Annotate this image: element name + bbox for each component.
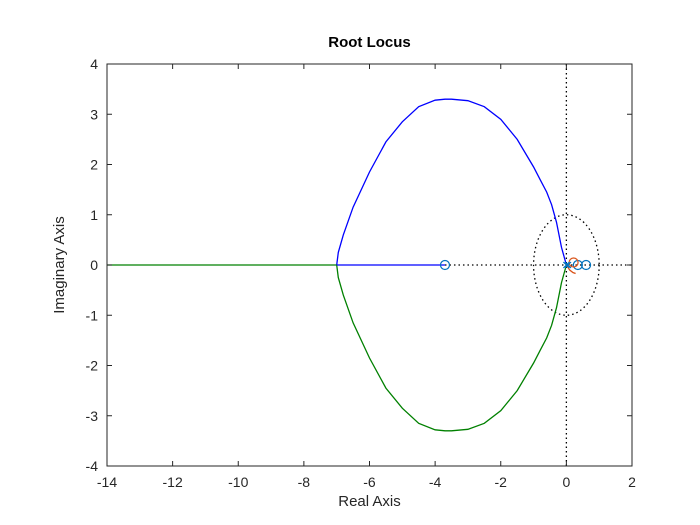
y-tick-label: 1 [90,207,98,223]
reference-lines [444,64,632,466]
x-tick-label: -4 [429,474,442,490]
y-tick-label: -1 [86,307,99,323]
pole-zero-markers [439,257,592,271]
locus-branch-2 [336,264,568,432]
zero-marker-2 [580,259,592,271]
locus-branches [107,98,576,432]
y-axis-label: Imaginary Axis [51,216,68,314]
y-tick-label: 2 [90,157,98,173]
x-tick-label: -10 [228,474,248,490]
y-tick-label: -4 [86,458,99,474]
y-tick-label: 0 [90,257,98,273]
x-axis-label: Real Axis [338,493,401,510]
pole-marker-2 [564,261,572,269]
x-tick-label: -6 [363,474,376,490]
x-tick-label: -14 [97,474,117,490]
chart-title: Root Locus [328,34,411,51]
y-tick-label: -3 [86,408,99,424]
y-tick-label: 3 [90,106,98,122]
unit-circle [532,214,600,316]
x-tick-label: 2 [628,474,636,490]
x-tick-label: 0 [562,474,570,490]
x-tick-label: -2 [495,474,508,490]
x-tick-label: -12 [163,474,183,490]
x-tick-label: -8 [298,474,311,490]
y-tick-label: 4 [90,56,98,72]
locus-branch-1 [336,98,568,266]
zero-marker-1 [439,259,451,271]
pole-marker-1 [562,261,570,269]
y-tick-label: -2 [86,358,99,374]
